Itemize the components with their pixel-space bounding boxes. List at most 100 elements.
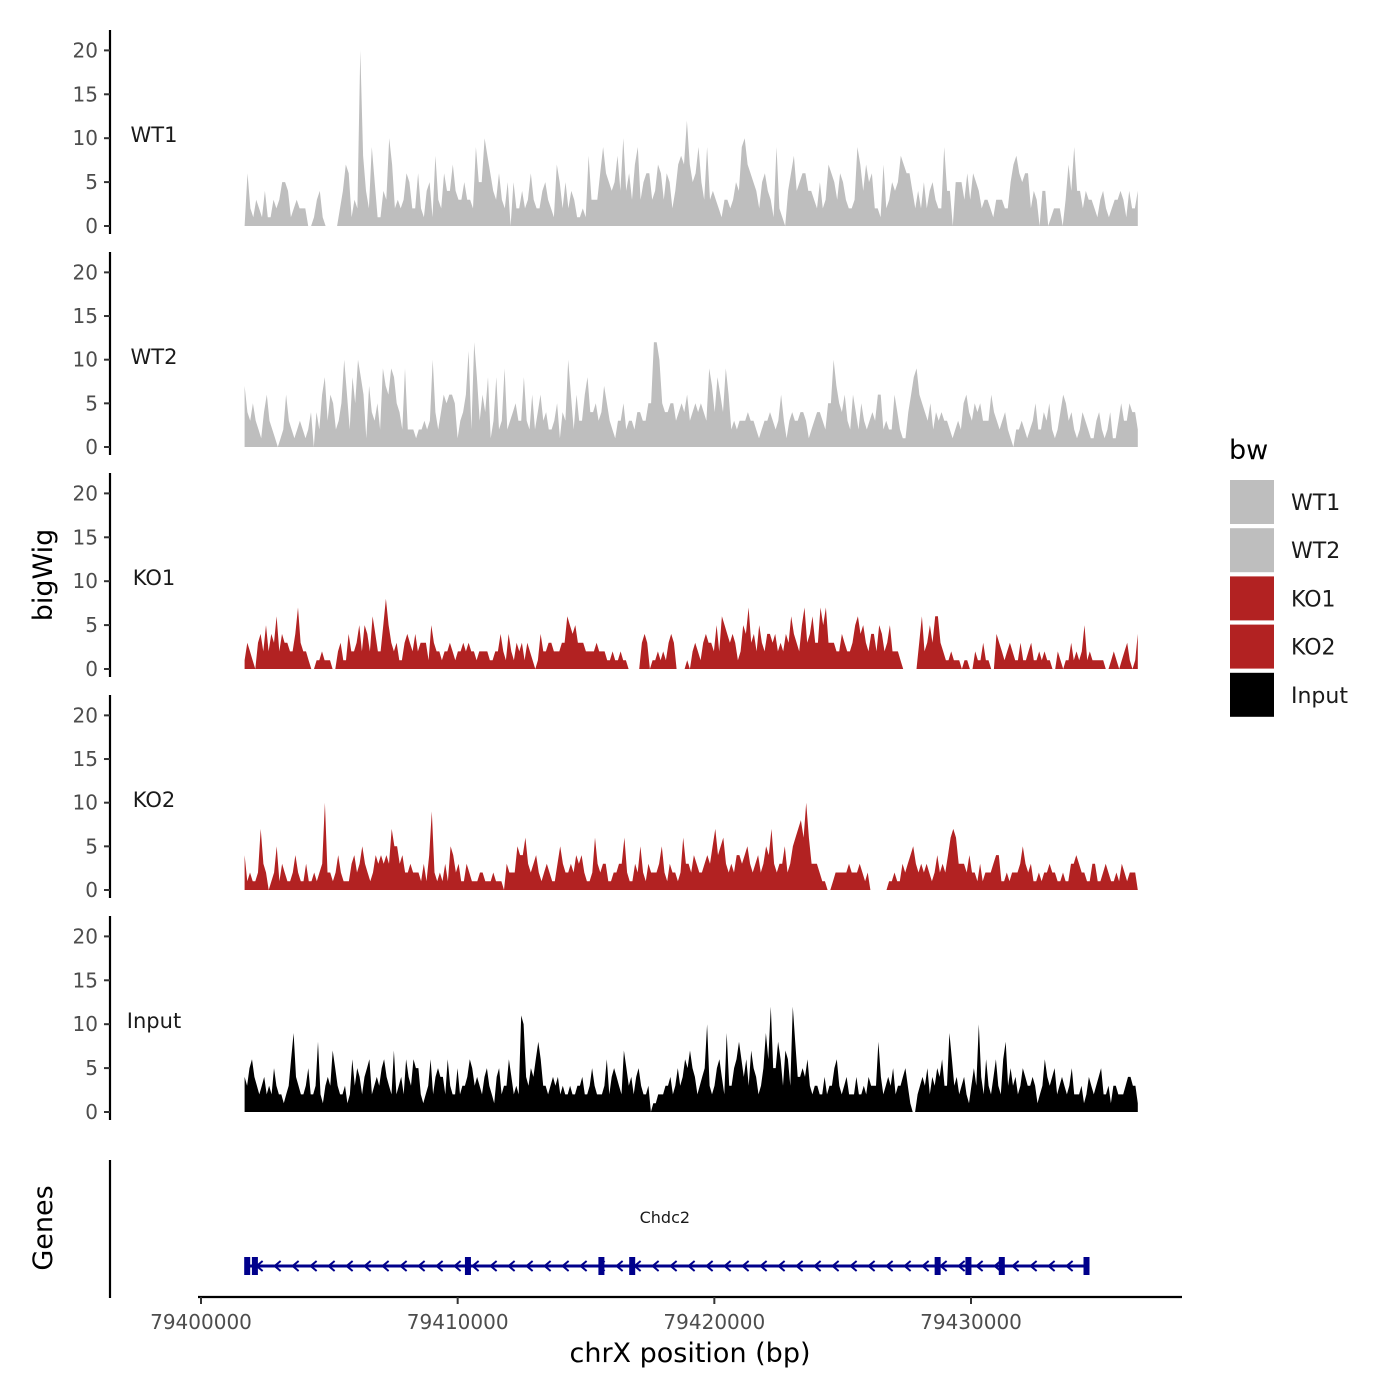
exon: [934, 1257, 941, 1275]
genes-axis-title: Genes: [28, 1185, 59, 1270]
strand-arrow: [795, 1260, 804, 1272]
x-tick-label: 79430000: [920, 1310, 1022, 1334]
y-tick-label: 0: [85, 1100, 98, 1124]
strand-arrow: [1047, 1260, 1056, 1272]
strand-arrow: [291, 1260, 300, 1272]
strand-arrow: [831, 1260, 840, 1272]
strand-arrow: [363, 1260, 372, 1272]
legend-label: KO2: [1291, 636, 1336, 661]
y-axis-title: bigWig: [28, 529, 59, 622]
sample-label-ko2: KO2: [133, 788, 176, 812]
strand-arrow: [309, 1260, 318, 1272]
y-tick-label: 15: [73, 304, 98, 328]
strand-arrow: [975, 1260, 984, 1272]
coverage-area-wt1: [244, 50, 1138, 227]
x-tick-label: 79410000: [407, 1310, 509, 1334]
legend: bw WT1 WT2 KO1 KO2 Input: [1229, 435, 1348, 717]
y-tick-label: 0: [85, 657, 98, 681]
strand-arrow: [669, 1260, 678, 1272]
strand-arrow: [813, 1260, 822, 1272]
y-tick-label: 15: [73, 747, 98, 771]
x-axis: 79400000 79410000 79420000 79430000: [150, 1295, 1182, 1334]
legend-swatch: [1230, 624, 1274, 669]
y-tick-label: 5: [85, 391, 98, 415]
y-tick-label: 20: [73, 924, 98, 948]
strand-arrow: [417, 1260, 426, 1272]
exon: [244, 1257, 251, 1275]
exon: [629, 1257, 636, 1275]
strand-arrow: [687, 1260, 696, 1272]
y-tick-label: 15: [73, 525, 98, 549]
coverage-tracks: 0 5 10 15 20 WT1 0 5 10 15 20 WT2 0 5 10 15 20 KO1 0 5 10 15 2…: [73, 30, 1138, 1124]
strand-arrow: [921, 1260, 930, 1272]
legend-swatch: [1230, 576, 1274, 621]
y-tick-label: 10: [73, 791, 98, 815]
strand-arrow: [489, 1260, 498, 1272]
strand-arrow: [327, 1260, 336, 1272]
legend-swatch: [1230, 528, 1274, 573]
y-tick-label: 10: [73, 348, 98, 372]
coverage-area-ko2: [244, 802, 1138, 890]
strand-arrow: [885, 1260, 894, 1272]
x-axis-title: chrX position (bp): [569, 1338, 810, 1369]
strand-arrow: [561, 1260, 570, 1272]
strand-arrow: [651, 1260, 660, 1272]
y-tick-label: 10: [73, 126, 98, 150]
strand-arrow: [1011, 1260, 1020, 1272]
strand-arrow: [903, 1260, 912, 1272]
y-tick-label: 20: [73, 703, 98, 727]
y-tick-label: 20: [73, 481, 98, 505]
exon: [965, 1257, 972, 1275]
sample-label-input: Input: [127, 1009, 181, 1033]
legend-item-wt1: WT1: [1230, 480, 1340, 524]
legend-label: WT1: [1291, 491, 1340, 516]
strand-arrow: [471, 1260, 480, 1272]
strand-arrow: [615, 1260, 624, 1272]
gene-chdc2: Chdc2: [244, 1208, 1090, 1275]
legend-item-ko2: KO2: [1230, 624, 1336, 669]
y-tick-label: 20: [73, 38, 98, 62]
legend-item-input: Input: [1230, 672, 1348, 717]
strand-arrow: [723, 1260, 732, 1272]
y-tick-label: 5: [85, 613, 98, 637]
track-wt1: 0 5 10 15 20 WT1: [73, 30, 1138, 238]
sample-label-wt2: WT2: [131, 345, 178, 369]
legend-item-wt2: WT2: [1230, 528, 1340, 573]
exon: [1083, 1257, 1090, 1275]
track-input: 0 5 10 15 20 Input: [73, 916, 1138, 1124]
strand-arrow: [705, 1260, 714, 1272]
legend-label: KO1: [1291, 587, 1336, 612]
coverage-area-wt2: [244, 342, 1138, 447]
y-tick-label: 0: [85, 435, 98, 459]
y-tick-label: 5: [85, 170, 98, 194]
strand-arrow: [777, 1260, 786, 1272]
strand-arrow: [759, 1260, 768, 1272]
gene-track: Chdc2: [108, 1160, 1090, 1298]
exon: [998, 1257, 1005, 1275]
exon: [464, 1257, 471, 1275]
strand-arrow: [957, 1260, 966, 1272]
strand-arrow: [399, 1260, 408, 1272]
strand-arrow: [867, 1260, 876, 1272]
legend-title: bw: [1229, 435, 1268, 466]
strand-arrow: [273, 1260, 282, 1272]
strand-arrow: [345, 1260, 354, 1272]
gene-label: Chdc2: [640, 1208, 690, 1227]
strand-arrow: [543, 1260, 552, 1272]
legend-swatch: [1230, 480, 1274, 524]
strand-arrow: [507, 1260, 516, 1272]
y-tick-label: 0: [85, 214, 98, 238]
exon: [598, 1257, 605, 1275]
track-ko1: 0 5 10 15 20 KO1: [73, 473, 1138, 681]
strand-arrow: [741, 1260, 750, 1272]
y-tick-label: 5: [85, 1056, 98, 1080]
y-tick-label: 15: [73, 968, 98, 992]
sample-label-wt1: WT1: [131, 123, 178, 147]
legend-item-ko1: KO1: [1230, 576, 1336, 621]
strand-arrow: [579, 1260, 588, 1272]
coverage-area-input: [244, 1006, 1138, 1112]
legend-label: WT2: [1291, 539, 1340, 564]
strand-arrow: [525, 1260, 534, 1272]
strand-arrow: [453, 1260, 462, 1272]
